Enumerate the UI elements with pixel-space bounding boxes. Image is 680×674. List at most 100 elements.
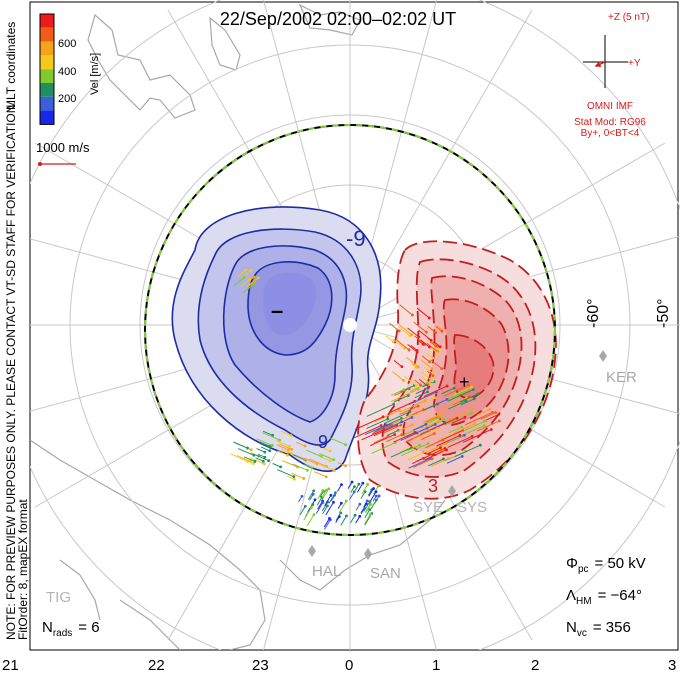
velocity-vector xyxy=(320,456,331,462)
velocity-vector xyxy=(438,432,455,441)
velocity-vector xyxy=(260,442,269,447)
mlt-tick-0: 0 xyxy=(345,657,353,674)
velocity-vector xyxy=(277,450,288,456)
velocity-vector xyxy=(400,443,429,457)
velocity-vector xyxy=(459,393,479,403)
velocity-vector xyxy=(441,387,455,395)
velocity-vector-origin xyxy=(455,416,459,420)
mlt-axis: 21 22 23 0 1 2 3 xyxy=(2,657,676,674)
velocity-vector-origin xyxy=(478,443,482,447)
velocity-vector xyxy=(325,501,334,516)
velocity-vector xyxy=(399,384,415,393)
velocity-vector xyxy=(371,424,393,435)
velocity-vector xyxy=(416,447,446,462)
velocity-vector xyxy=(307,490,315,500)
velocity-vector xyxy=(399,304,413,316)
velocity-vector xyxy=(392,371,404,381)
velocity-vector xyxy=(372,485,379,495)
velocity-vector-origin xyxy=(439,446,442,450)
velocity-vector xyxy=(386,429,399,436)
map-title: 22/Sep/2002 02:00–02:02 UT xyxy=(220,9,456,29)
velocity-vector xyxy=(366,418,388,430)
colorbar-swatch xyxy=(40,27,54,42)
station-sye-marker xyxy=(448,485,456,497)
fit-order-note: FitOrder: 8, mapEX format xyxy=(16,499,30,640)
velocity-vector xyxy=(276,440,290,447)
velocity-vector-origin xyxy=(482,424,486,427)
velocity-vector-origin xyxy=(417,335,421,339)
velocity-vector xyxy=(330,437,346,446)
velocity-vector xyxy=(390,388,419,403)
velocity-vector-origin xyxy=(368,500,372,503)
velocity-vector xyxy=(428,447,441,454)
velocity-vector-origin xyxy=(303,504,307,508)
velocity-vector-origin xyxy=(436,427,440,430)
velocity-vector-origin xyxy=(374,490,378,494)
velocity-vector-origin xyxy=(337,515,341,519)
velocity-vector-origin xyxy=(399,423,403,427)
velocity-vector xyxy=(431,419,445,426)
mlt-tick-1: 1 xyxy=(432,657,440,674)
velocity-vector xyxy=(256,438,273,446)
velocity-vector xyxy=(412,428,438,441)
colorbar-swatch xyxy=(40,110,54,125)
velocity-vector-origin xyxy=(357,482,361,486)
velocity-vector-origin xyxy=(464,399,468,403)
velocity-vector-origin xyxy=(333,493,337,497)
velocity-vector xyxy=(306,514,315,526)
velocity-vector-origin xyxy=(470,385,473,389)
velocity-vector-origin xyxy=(402,378,405,382)
velocity-vector xyxy=(384,411,410,424)
velocity-vector xyxy=(391,389,405,396)
velocity-vector xyxy=(404,375,417,386)
colorbar-tick-600: 600 xyxy=(58,38,76,50)
velocity-vector-origin xyxy=(433,423,437,426)
velocity-vector-origin xyxy=(407,348,411,352)
velocity-vector-origin xyxy=(416,404,420,408)
velocity-vector xyxy=(242,283,255,294)
velocity-vector-origin xyxy=(327,487,331,491)
velocity-vector-origin xyxy=(391,340,395,344)
velocity-vector xyxy=(407,343,418,353)
velocity-vector-origin xyxy=(397,409,401,412)
velocity-vector xyxy=(443,384,469,397)
velocity-vector-origin xyxy=(248,278,251,281)
velocity-vector xyxy=(425,416,438,423)
velocity-vector-origin xyxy=(440,329,444,333)
velocity-vector-origin xyxy=(433,396,437,400)
velocity-vector-origin xyxy=(442,418,446,422)
velocity-vector xyxy=(450,392,463,399)
colorbar-swatch xyxy=(40,55,54,70)
stat-lambda-hm: ΛHM = −64° xyxy=(566,587,642,607)
velocity-vector-origin xyxy=(424,423,428,426)
velocity-vector-origin xyxy=(246,446,249,450)
velocity-vector-origin xyxy=(438,345,442,349)
velocity-vector xyxy=(365,503,371,513)
velocity-vector-origin xyxy=(244,268,248,272)
velocity-vector-origin xyxy=(488,407,492,411)
velocity-vector-origin xyxy=(473,422,477,426)
velocity-vector-origin xyxy=(390,423,394,427)
velocity-vector-origin xyxy=(419,383,422,387)
mlt-tick-21: 21 xyxy=(2,657,19,674)
velocity-vector xyxy=(431,417,458,431)
velocity-vector xyxy=(398,326,411,337)
svg-text:Φpc= 50 kV: Φpc = 50 kV xyxy=(566,555,646,575)
velocity-vector-origin xyxy=(471,388,475,391)
velocity-vector xyxy=(364,424,387,436)
velocity-vector xyxy=(399,400,426,413)
colorbar-swatch xyxy=(40,69,54,83)
velocity-vector xyxy=(383,424,402,434)
velocity-vector xyxy=(374,409,400,422)
velocity-vector xyxy=(425,419,443,428)
imf-vector xyxy=(594,61,606,67)
velocity-vector-origin xyxy=(267,459,271,463)
velocity-vector-origin xyxy=(444,441,448,445)
velocity-vector-origin xyxy=(497,412,501,416)
velocity-vector xyxy=(321,489,327,498)
velocity-vector-origin xyxy=(369,512,372,516)
velocity-vector-origin xyxy=(321,489,325,492)
velocity-vector-origin xyxy=(303,444,307,448)
velocity-vector-origin xyxy=(381,415,385,419)
velocity-vector xyxy=(430,458,449,467)
